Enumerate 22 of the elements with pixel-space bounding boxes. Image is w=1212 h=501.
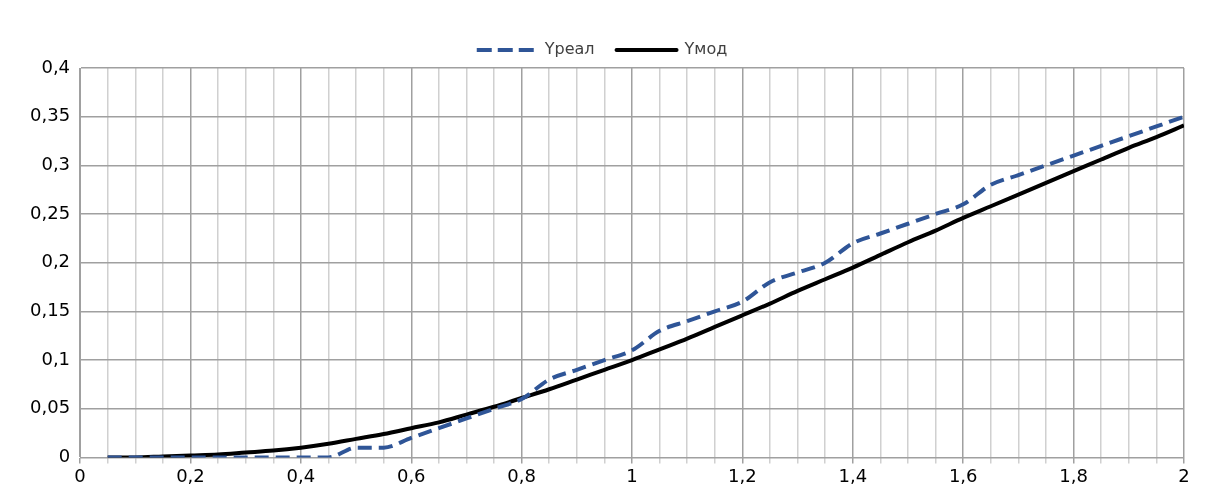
y-tick-label: 0,15 (30, 299, 71, 321)
x-tick-label: 0,8 (507, 464, 536, 486)
y-tick-label: 0,1 (41, 347, 71, 369)
x-tick-label: 1,6 (948, 464, 978, 486)
legend-label: Yреал (543, 39, 595, 59)
y-tick-label: 0,25 (30, 201, 71, 223)
x-tick-label: 0 (74, 464, 86, 486)
x-tick-label: 1,8 (1059, 464, 1088, 486)
x-tick-label: 0,2 (176, 464, 205, 486)
x-tick-label: 1 (626, 464, 638, 486)
y-tick-label: 0,2 (41, 250, 71, 272)
y-tick-label: 0,05 (30, 396, 71, 418)
x-tick-label: 2 (1178, 464, 1190, 486)
x-tick-label: 1,4 (838, 464, 868, 486)
y-tick-label: 0 (58, 445, 71, 467)
x-tick-label: 1,2 (728, 464, 757, 486)
y-tick-label: 0,35 (30, 104, 71, 126)
y-tick-label: 0,4 (41, 55, 71, 77)
y-tick-label: 0,3 (41, 153, 71, 175)
x-tick-label: 0,4 (286, 464, 316, 486)
x-tick-label: 0,6 (396, 464, 426, 486)
legend-label: Yмод (683, 39, 728, 59)
